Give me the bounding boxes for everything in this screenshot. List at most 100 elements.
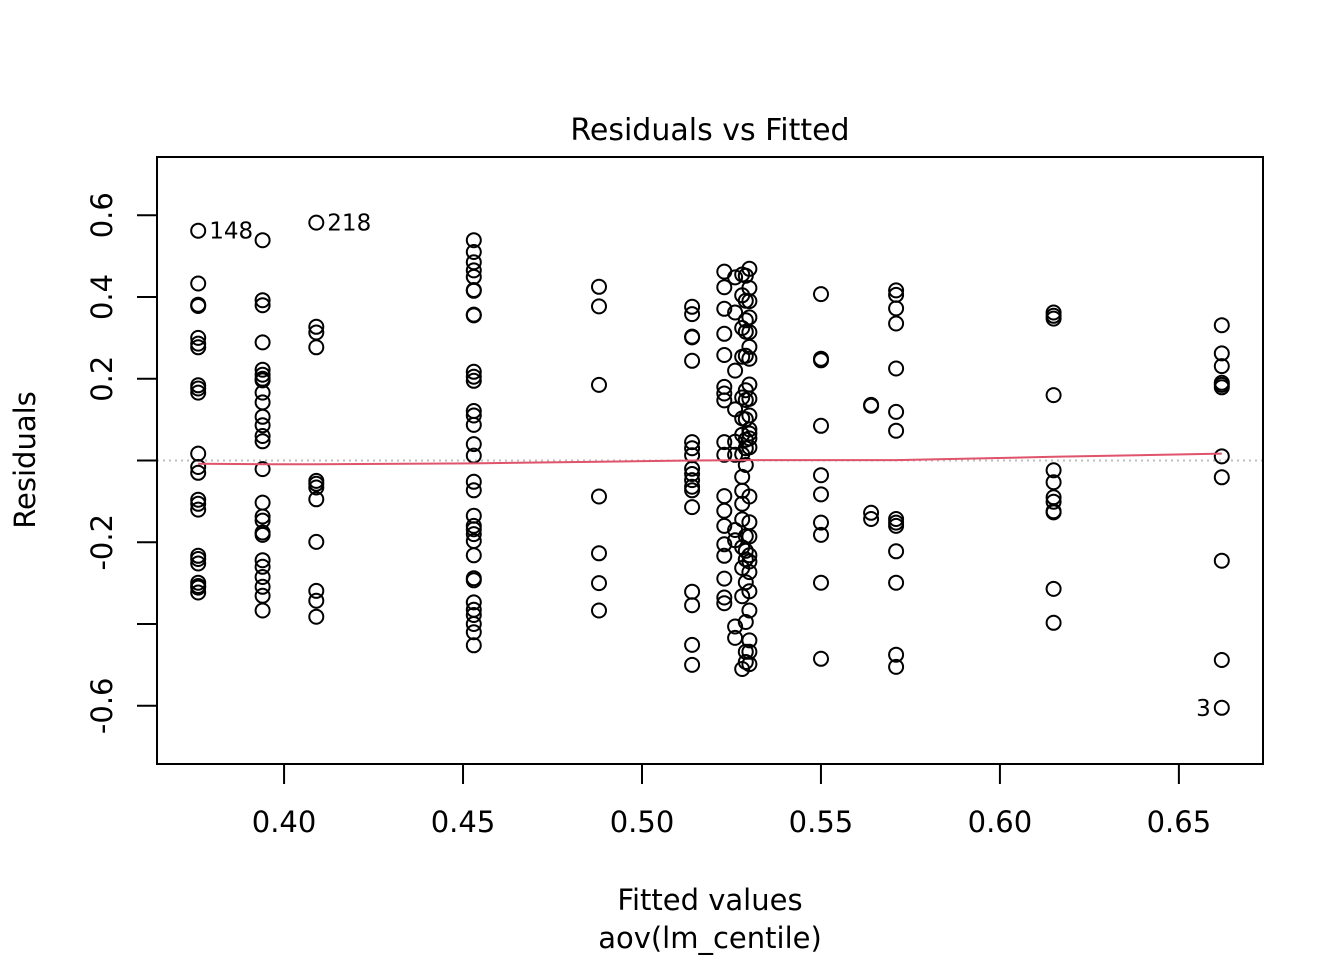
- data-point: [465, 637, 482, 654]
- data-point: [813, 352, 829, 369]
- data-point: [591, 278, 607, 295]
- data-point: [308, 582, 325, 599]
- data-point: [465, 407, 482, 424]
- data-point: [1213, 358, 1230, 375]
- data-point: [465, 244, 482, 260]
- data-point: [254, 297, 271, 314]
- data-point: [741, 643, 758, 660]
- data-point: [254, 366, 271, 383]
- data-point: [465, 521, 482, 538]
- data-point: [716, 347, 733, 363]
- data-points: [190, 214, 1230, 716]
- data-point: [465, 436, 482, 453]
- data-point: [684, 440, 701, 457]
- data-point: [888, 282, 905, 299]
- y-axis-label: Residuals: [8, 391, 42, 529]
- data-point: [813, 514, 829, 531]
- data-point: [591, 602, 607, 619]
- data-point: [684, 298, 701, 315]
- data-point: [1213, 345, 1230, 362]
- y-tick-label: 0.6: [85, 192, 119, 238]
- data-point: [254, 417, 271, 434]
- data-point: [813, 650, 829, 667]
- data-point: [684, 482, 701, 499]
- data-point: [1045, 493, 1062, 510]
- data-point: [813, 526, 829, 543]
- data-point: [1213, 699, 1230, 716]
- data-point: [716, 434, 733, 451]
- data-point: [254, 494, 271, 511]
- data-point: [254, 361, 271, 378]
- data-point: [254, 232, 271, 249]
- data-point: [716, 589, 733, 606]
- data-point: [727, 269, 744, 286]
- data-point: [1045, 580, 1062, 597]
- data-point: [254, 461, 271, 478]
- data-point: [741, 421, 758, 438]
- data-point: [888, 300, 905, 317]
- data-point: [734, 389, 751, 406]
- data-point: [1213, 317, 1230, 334]
- data-point: [1045, 474, 1062, 491]
- data-point: [254, 292, 271, 309]
- data-point: [190, 551, 207, 567]
- data-point: [308, 592, 325, 609]
- data-point: [741, 547, 758, 564]
- data-point: [465, 262, 482, 279]
- data-point: [254, 587, 271, 604]
- data-point: [190, 275, 207, 292]
- data-point: [465, 307, 482, 324]
- data-point: [190, 329, 207, 346]
- data-point: [716, 385, 733, 402]
- data-point: [737, 457, 754, 473]
- data-point: [308, 339, 325, 356]
- data-point: [1045, 387, 1062, 404]
- data-point: [465, 416, 482, 433]
- data-point: [254, 558, 271, 575]
- data-point: [684, 329, 701, 346]
- data-point: [741, 260, 758, 277]
- data-point: [254, 578, 271, 595]
- data-point: [254, 602, 271, 619]
- data-point: [1045, 462, 1062, 479]
- data-point: [190, 339, 207, 356]
- data-point: [254, 372, 271, 389]
- data-point: [741, 488, 758, 505]
- data-point: [741, 632, 758, 649]
- y-tick-label: 0.2: [85, 356, 119, 402]
- x-tick-label: 0.40: [252, 805, 317, 839]
- data-point: [465, 616, 482, 632]
- data-point: [254, 569, 271, 585]
- data-point: [591, 376, 607, 393]
- data-point: [591, 545, 607, 562]
- data-point: [813, 574, 829, 591]
- data-point: [254, 334, 271, 351]
- data-point: [190, 380, 207, 397]
- data-point: [465, 372, 482, 389]
- data-point: [684, 583, 701, 600]
- data-point: [741, 338, 758, 355]
- data-point: [1045, 614, 1062, 631]
- point-annotations: 148 218 3: [209, 211, 1211, 722]
- data-point: [741, 553, 758, 570]
- data-point: [716, 570, 733, 587]
- data-point: [465, 232, 482, 249]
- data-point: [308, 214, 325, 231]
- data-point: [813, 467, 829, 484]
- data-point: [684, 499, 701, 516]
- data-point: [465, 572, 482, 589]
- data-point: [190, 222, 207, 239]
- data-point: [308, 533, 325, 550]
- data-point: [254, 408, 271, 425]
- data-point: [684, 306, 701, 323]
- data-point: [741, 528, 758, 545]
- data-point: [716, 446, 733, 463]
- data-point: [888, 646, 905, 663]
- data-point: [465, 482, 482, 499]
- data-point: [684, 597, 701, 614]
- data-point: [716, 502, 733, 519]
- point-annotation-label: 218: [327, 211, 371, 237]
- data-point: [254, 394, 271, 411]
- data-point: [727, 362, 744, 379]
- data-point: [888, 422, 905, 439]
